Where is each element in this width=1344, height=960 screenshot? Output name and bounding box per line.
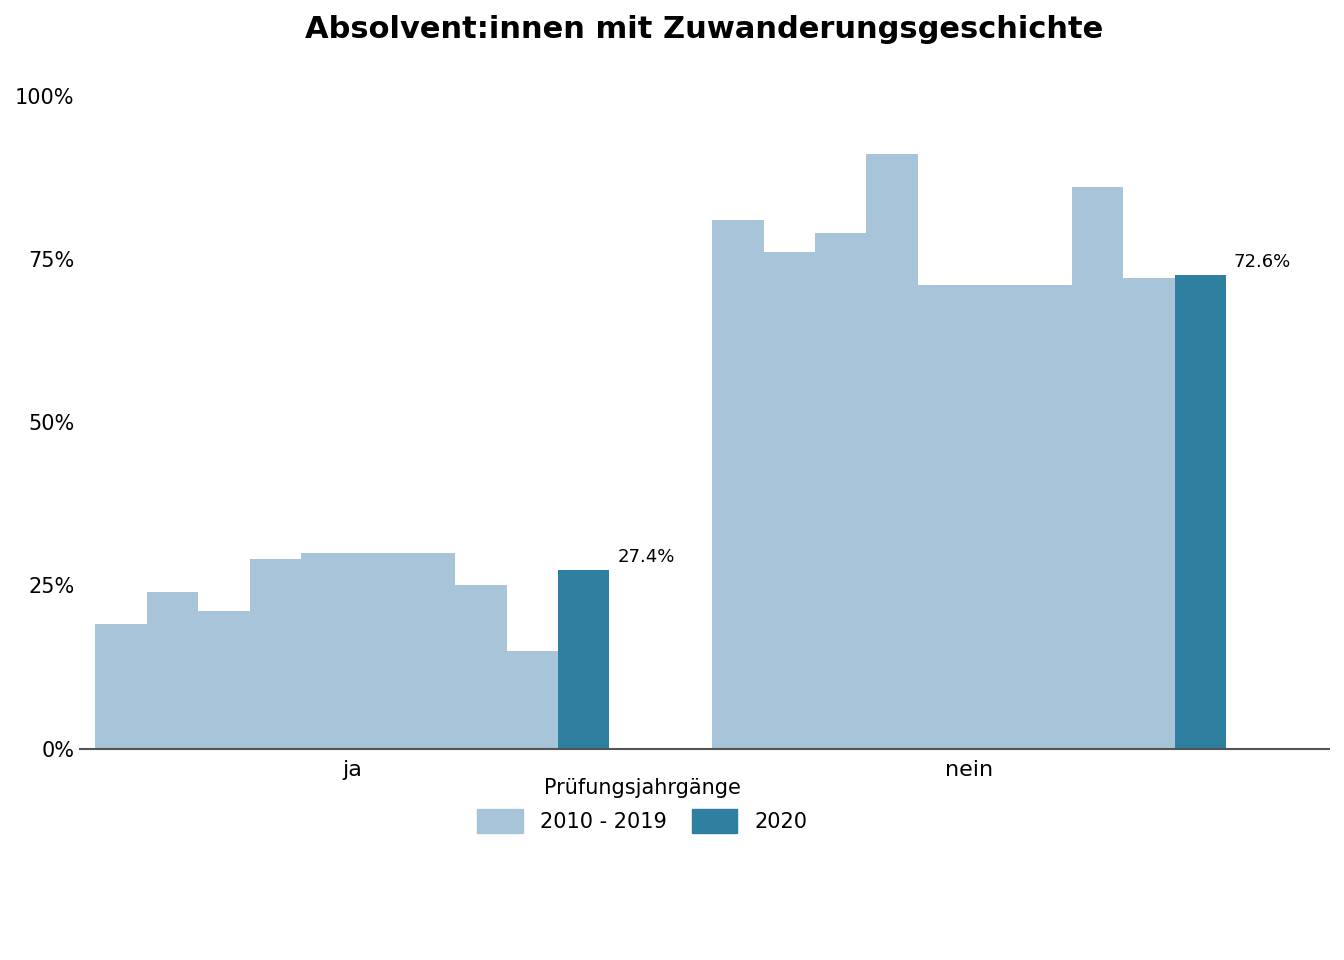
Bar	[1175, 275, 1226, 749]
Bar	[712, 220, 763, 749]
Bar	[969, 285, 1020, 749]
Bar	[558, 569, 609, 749]
Bar	[95, 625, 146, 749]
Text: 72.6%: 72.6%	[1234, 253, 1292, 272]
Bar	[1020, 285, 1073, 749]
Bar	[814, 232, 867, 749]
Bar	[250, 559, 301, 749]
Bar	[867, 155, 918, 749]
Bar	[918, 285, 969, 749]
Bar	[352, 553, 403, 749]
Bar	[403, 553, 456, 749]
Title: Absolvent:innen mit Zuwanderungsgeschichte: Absolvent:innen mit Zuwanderungsgeschich…	[305, 15, 1103, 44]
Bar	[456, 586, 507, 749]
Legend: 2010 - 2019, 2020: 2010 - 2019, 2020	[469, 770, 816, 841]
Bar	[146, 592, 199, 749]
Bar	[507, 651, 558, 749]
Text: 27.4%: 27.4%	[617, 548, 675, 566]
Bar	[301, 553, 352, 749]
Bar	[199, 612, 250, 749]
Bar	[763, 252, 814, 749]
Bar	[1073, 187, 1124, 749]
Bar	[1124, 278, 1175, 749]
